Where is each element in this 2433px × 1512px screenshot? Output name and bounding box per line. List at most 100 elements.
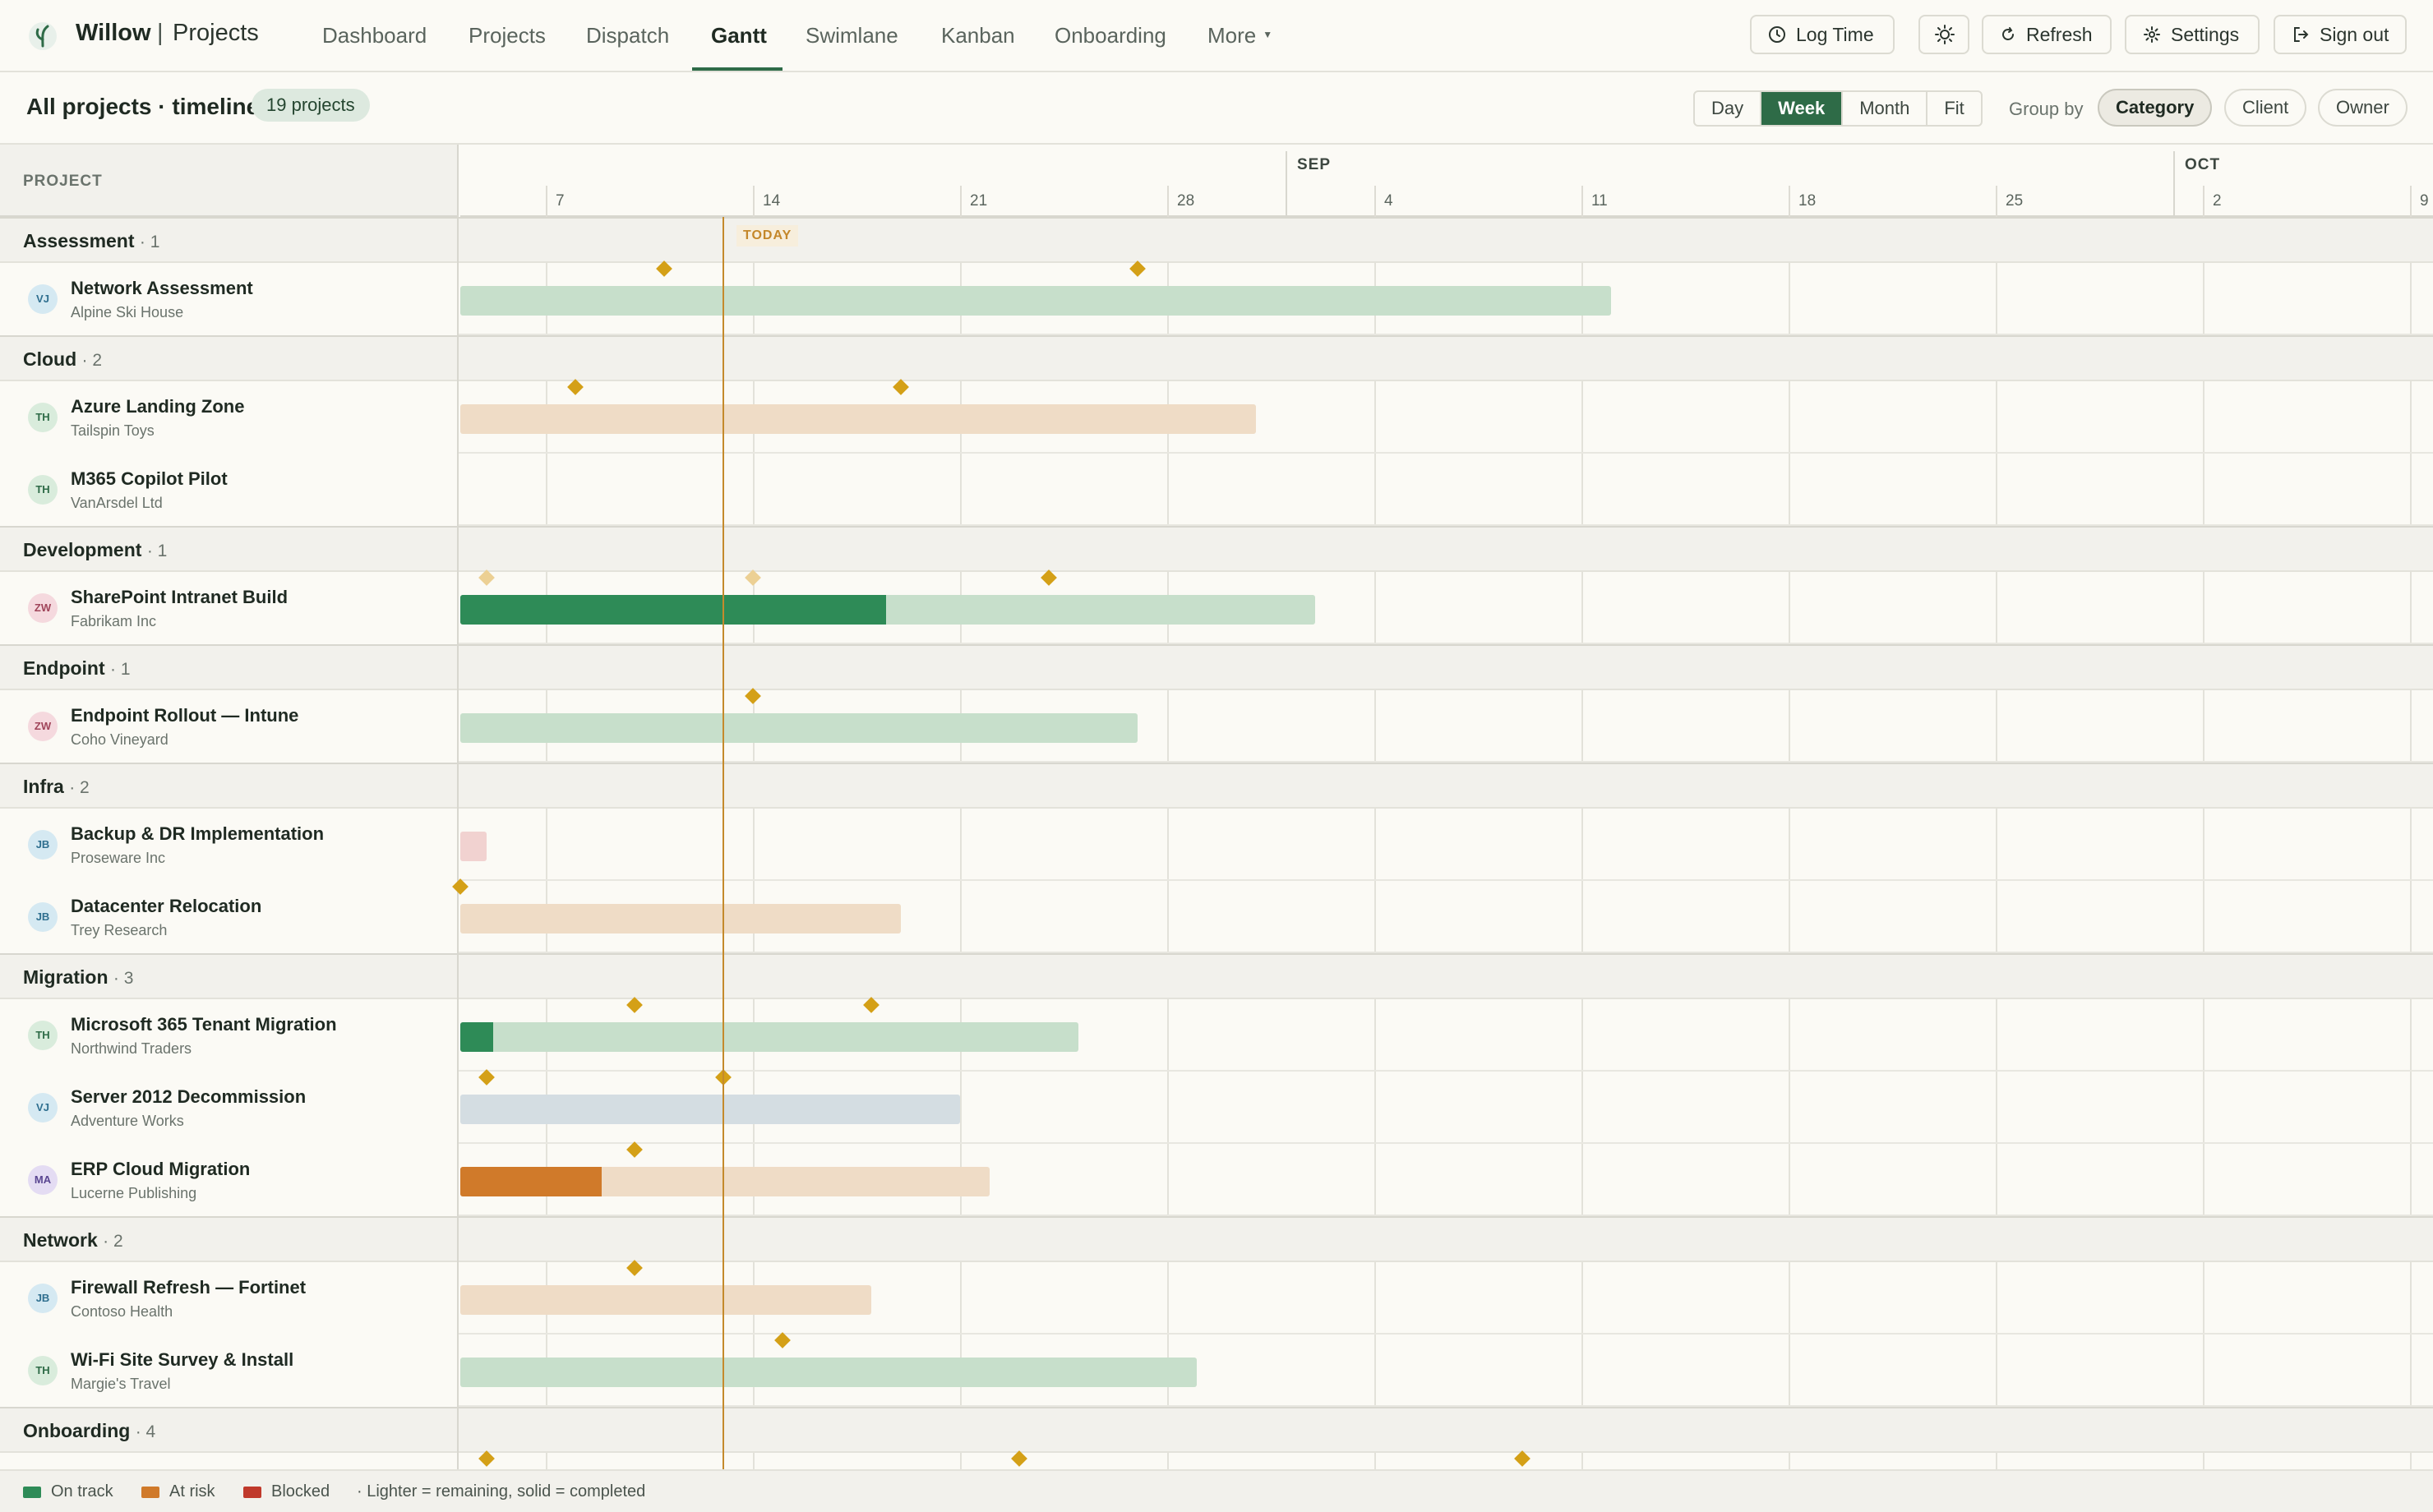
project-client: Adventure Works — [71, 1113, 184, 1129]
project-name[interactable]: Wi-Fi Site Survey & Install — [71, 1349, 294, 1370]
project-row[interactable]: VJ Server 2012 Decommission Adventure Work… — [0, 1069, 2433, 1144]
zoom-day[interactable]: Day — [1695, 92, 1762, 125]
milestone-diamond-icon[interactable] — [478, 569, 495, 586]
project-name[interactable]: Microsoft 365 Tenant Migration — [71, 1014, 337, 1035]
nav-more[interactable]: More ▼ — [1207, 23, 1272, 48]
project-timeline-bar[interactable] — [460, 904, 901, 933]
project-timeline-bar[interactable] — [460, 832, 487, 861]
milestone-diamond-icon[interactable] — [567, 379, 584, 395]
project-row[interactable]: VJ Network Assessment Alpine Ski House — [0, 260, 2433, 335]
week-label: 7 — [556, 192, 565, 210]
project-timeline-bar[interactable] — [460, 1022, 1078, 1052]
category-group-row[interactable]: Onboarding · 4 — [0, 1407, 2433, 1453]
milestone-diamond-icon[interactable] — [1514, 1450, 1530, 1467]
project-name[interactable]: M365 Copilot Pilot — [71, 468, 228, 489]
project-name[interactable]: ERP Cloud Migration — [71, 1159, 251, 1179]
project-row[interactable]: TH Wi-Fi Site Survey & Install Margie's Tr… — [0, 1332, 2433, 1407]
zoom-week[interactable]: Week — [1761, 92, 1844, 125]
group-by-owner[interactable]: Owner — [2318, 89, 2408, 127]
nav-kanban[interactable]: Kanban — [941, 23, 1015, 48]
category-group-count: · 1 — [139, 233, 160, 251]
nav-onboarding[interactable]: Onboarding — [1055, 23, 1166, 48]
milestone-diamond-icon[interactable] — [478, 1450, 495, 1467]
project-timeline-bar[interactable] — [460, 595, 1315, 625]
category-group-count: · 3 — [113, 969, 134, 988]
zoom-fit[interactable]: Fit — [1944, 98, 1964, 118]
milestone-diamond-icon[interactable] — [626, 1260, 643, 1276]
milestone-diamond-icon[interactable] — [863, 997, 879, 1013]
nav-dashboard[interactable]: Dashboard — [322, 23, 427, 48]
project-timeline-bar[interactable] — [460, 286, 1611, 316]
sign-out-button[interactable]: Sign out — [2274, 15, 2407, 54]
project-timeline-bar[interactable] — [460, 1285, 871, 1315]
category-group-row[interactable]: Assessment · 1 — [0, 217, 2433, 263]
theme-toggle-button[interactable] — [1918, 15, 1969, 54]
nav-dispatch[interactable]: Dispatch — [586, 23, 670, 48]
legend-blocked: Blocked — [243, 1482, 330, 1501]
refresh-button[interactable]: Refresh — [1982, 15, 2112, 54]
milestone-diamond-icon[interactable] — [626, 997, 643, 1013]
project-timeline-bar[interactable] — [460, 1167, 990, 1196]
project-row[interactable]: JB Firewall Refresh — Fortinet Contoso Hea… — [0, 1260, 2433, 1335]
milestone-diamond-icon[interactable] — [774, 1332, 791, 1348]
project-row[interactable]: ZW Endpoint Rollout — Intune Coho Vineyard — [0, 688, 2433, 763]
project-timeline-bar[interactable] — [460, 1358, 1197, 1387]
project-row[interactable]: TH Azure Landing Zone Tailspin Toys — [0, 379, 2433, 454]
milestone-diamond-icon[interactable] — [745, 688, 761, 704]
legend-blocked-label: Blocked — [271, 1482, 330, 1500]
milestone-diamond-icon[interactable] — [1011, 1450, 1027, 1467]
project-row[interactable] — [0, 1450, 2433, 1469]
group-by-category[interactable]: Category — [2098, 89, 2213, 127]
category-group-name: Assessment · 1 — [23, 230, 160, 251]
month-label: SEP — [1297, 156, 1332, 173]
project-row[interactable]: ZW SharePoint Intranet Build Fabrikam Inc — [0, 569, 2433, 644]
category-group-row[interactable]: Network · 2 — [0, 1216, 2433, 1262]
zoom-month[interactable]: Month — [1843, 92, 1928, 125]
category-group-cell — [0, 337, 459, 381]
project-timeline-bar[interactable] — [460, 1095, 960, 1124]
project-row[interactable]: TH Microsoft 365 Tenant Migration Northwin… — [0, 997, 2433, 1072]
project-count-badge: 19 projects — [252, 89, 370, 122]
group-by-client[interactable]: Client — [2224, 89, 2307, 127]
project-timeline-bar[interactable] — [460, 404, 1256, 434]
milestone-diamond-icon[interactable] — [626, 1141, 643, 1158]
log-time-button[interactable]: Log Time — [1750, 15, 1895, 54]
milestone-diamond-icon[interactable] — [656, 260, 672, 277]
project-cell: JB Firewall Refresh — Fortinet Contoso Hea… — [0, 1262, 459, 1335]
on-track-swatch — [23, 1486, 41, 1498]
project-name[interactable]: Backup & DR Implementation — [71, 823, 325, 844]
project-name[interactable]: Azure Landing Zone — [71, 396, 245, 417]
nav-gantt[interactable]: Gantt — [711, 23, 767, 48]
month-divider — [1286, 151, 1287, 217]
milestone-diamond-icon[interactable] — [478, 1069, 495, 1086]
project-client: Fabrikam Inc — [71, 613, 157, 629]
project-name[interactable]: Server 2012 Decommission — [71, 1086, 307, 1107]
project-row[interactable]: TH M365 Copilot Pilot VanArsdel Ltd — [0, 454, 2433, 526]
project-name[interactable]: SharePoint Intranet Build — [71, 587, 289, 607]
legend-at-risk-label: At risk — [169, 1482, 215, 1500]
project-row[interactable]: JB Backup & DR Implementation Proseware In… — [0, 809, 2433, 881]
category-group-name: Migration · 3 — [23, 966, 134, 988]
milestone-diamond-icon[interactable] — [745, 569, 761, 586]
category-group-row[interactable]: Cloud · 2 — [0, 335, 2433, 381]
project-client: Contoso Health — [71, 1303, 173, 1320]
milestone-diamond-icon[interactable] — [1041, 569, 1057, 586]
project-name[interactable]: Firewall Refresh — Fortinet — [71, 1277, 307, 1298]
milestone-diamond-icon[interactable] — [1129, 260, 1146, 277]
nav-swimlane[interactable]: Swimlane — [806, 23, 898, 48]
nav-projects[interactable]: Projects — [469, 23, 546, 48]
project-name[interactable]: Endpoint Rollout — Intune — [71, 705, 299, 726]
category-group-row[interactable]: Infra · 2 — [0, 763, 2433, 809]
category-group-row[interactable]: Endpoint · 1 — [0, 644, 2433, 690]
week-tick — [960, 186, 962, 217]
project-timeline-bar[interactable] — [460, 713, 1138, 743]
category-group-row[interactable]: Migration · 3 — [0, 953, 2433, 999]
project-row[interactable]: JB Datacenter Relocation Trey Research — [0, 878, 2433, 953]
project-client: Alpine Ski House — [71, 304, 184, 320]
project-row[interactable]: MA ERP Cloud Migration Lucerne Publishing — [0, 1141, 2433, 1216]
milestone-diamond-icon[interactable] — [893, 379, 909, 395]
project-name[interactable]: Network Assessment — [71, 278, 253, 298]
project-name[interactable]: Datacenter Relocation — [71, 896, 262, 916]
category-group-row[interactable]: Development · 1 — [0, 526, 2433, 572]
settings-button[interactable]: Settings — [2125, 15, 2260, 54]
